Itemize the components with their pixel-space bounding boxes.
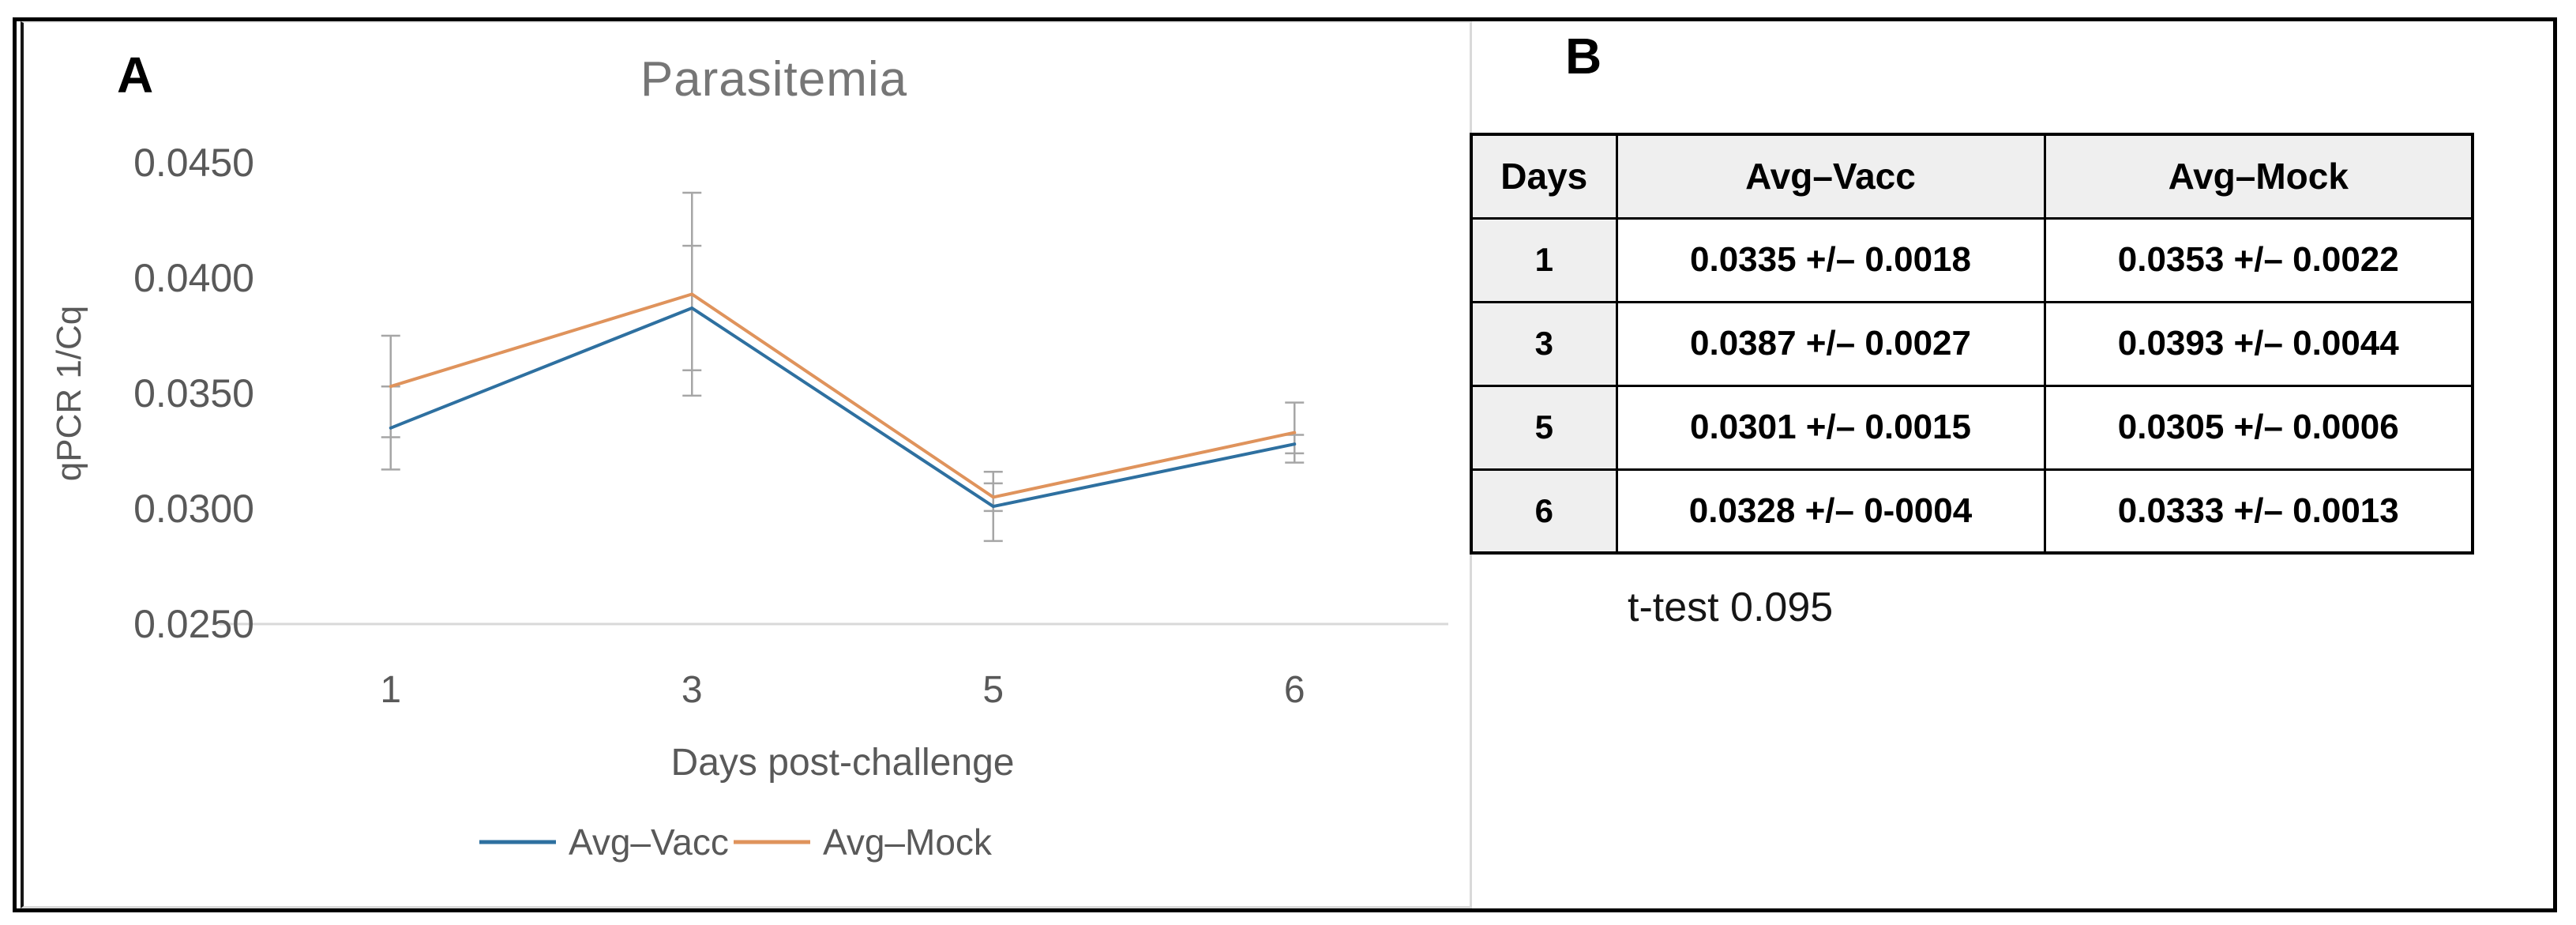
y-tick-label: 0.0300 [133, 487, 254, 531]
value-cell: 0.0393 +/– 0.0044 [2043, 300, 2474, 387]
table-row: 1 0.0335 +/– 0.0018 0.0353 +/– 0.0022 [1470, 216, 2474, 303]
table-header-days: Days [1470, 133, 1618, 220]
series-line-avg-mock [389, 292, 1297, 499]
table-header-avg-vacc: Avg–Vacc [1615, 133, 2046, 220]
series-line-avg-vacc [389, 306, 1297, 509]
table-row: 3 0.0387 +/– 0.0027 0.0393 +/– 0.0044 [1470, 300, 2474, 387]
day-cell: 1 [1470, 216, 1618, 303]
panel-a-label: A [117, 47, 154, 103]
y-tick-label: 0.0250 [133, 602, 254, 646]
panel-b: B Days Avg–Vacc Avg–Mock 1 0.0335 +/– 0.0018… [1470, 21, 2553, 908]
value-cell: 0.0387 +/– 0.0027 [1615, 300, 2046, 387]
legend-label-avg-mock: Avg–Mock [823, 822, 993, 863]
x-tick-label: 6 [1284, 669, 1305, 711]
day-cell: 5 [1470, 384, 1618, 471]
x-tick-label: 5 [982, 669, 1004, 711]
table-header-row: Days Avg–Vacc Avg–Mock [1470, 133, 2474, 220]
day-cell: 6 [1470, 468, 1618, 555]
value-cell: 0.0305 +/– 0.0006 [2043, 384, 2474, 471]
value-cell: 0.0301 +/– 0.0015 [1615, 384, 2046, 471]
stats-table: Days Avg–Vacc Avg–Mock 1 0.0335 +/– 0.0018 0.… [1470, 133, 2474, 555]
x-tick-label: 1 [380, 669, 401, 711]
panel-a: A Parasitemia 0.0450 0.0400 0.0350 0.0300 0.… [21, 21, 1472, 908]
table-row: 5 0.0301 +/– 0.0015 0.0305 +/– 0.0006 [1470, 384, 2474, 471]
y-tick-label: 0.0350 [133, 371, 254, 415]
chart-title: Parasitemia [640, 52, 908, 107]
x-axis-title: Days post-challenge [671, 742, 1015, 784]
legend-label-avg-vacc: Avg–Vacc [569, 822, 729, 863]
y-tick-label: 0.0450 [133, 141, 254, 185]
day-cell: 3 [1470, 300, 1618, 387]
value-cell: 0.0333 +/– 0.0013 [2043, 468, 2474, 555]
value-cell: 0.0353 +/– 0.0022 [2043, 216, 2474, 303]
figure-frame: A Parasitemia 0.0450 0.0400 0.0350 0.0300 0.… [13, 17, 2557, 912]
panel-b-label: B [1565, 28, 1602, 85]
x-tick-label: 3 [682, 669, 703, 711]
value-cell: 0.0335 +/– 0.0018 [1615, 216, 2046, 303]
t-test-note: t-test 0.095 [1628, 585, 1834, 630]
value-cell: 0.0328 +/– 0-0004 [1615, 468, 2046, 555]
table-row: 6 0.0328 +/– 0-0004 0.0333 +/– 0.0013 [1470, 468, 2474, 555]
parasitemia-line-chart: 0.0450 0.0400 0.0350 0.0300 0.0250 qPCR 1/Cq 1… [50, 141, 1448, 863]
y-tick-label: 0.0400 [133, 256, 254, 300]
table-header-avg-mock: Avg–Mock [2043, 133, 2474, 220]
y-axis-title: qPCR 1/Cq [50, 306, 88, 482]
